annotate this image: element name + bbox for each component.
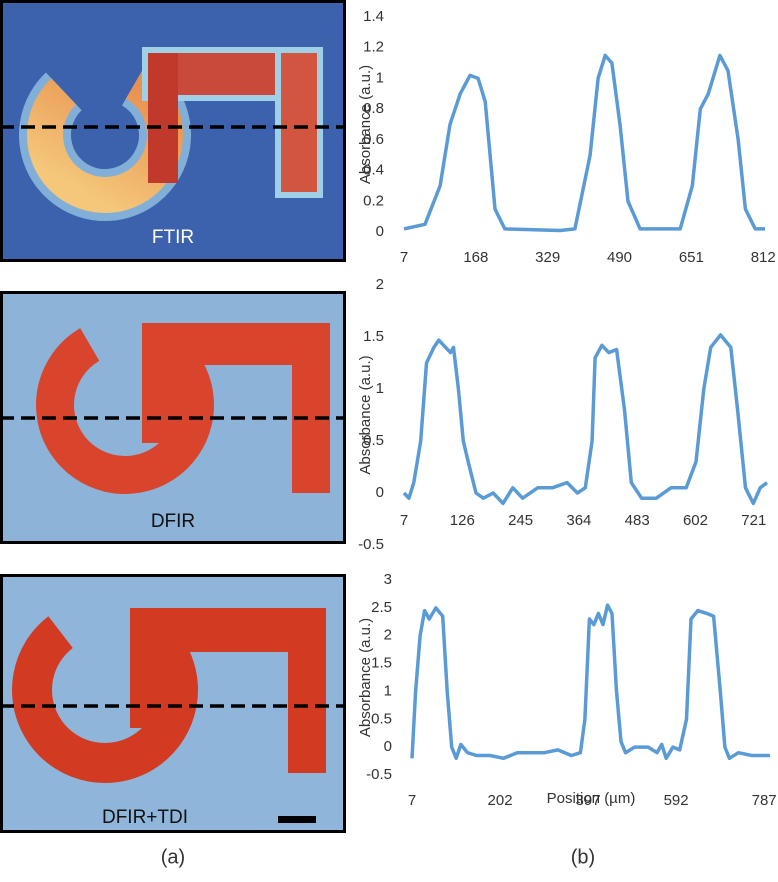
- y-tick-label: 1.4: [363, 8, 384, 25]
- y-tick-label: 0: [384, 738, 392, 755]
- y-tick-label: 0: [376, 223, 384, 240]
- figure-label: (b): [571, 846, 595, 868]
- y-tick-label: 0.4: [363, 162, 384, 179]
- y-tick-label: 0.6: [363, 131, 384, 148]
- dfir-image: DFIR: [0, 291, 346, 544]
- y-tick-label: 3: [384, 571, 392, 588]
- y-tick-label: 0.2: [363, 192, 384, 209]
- x-tick-label: 812: [751, 249, 776, 266]
- data-line: [402, 333, 769, 506]
- y-tick-label: 0.5: [371, 710, 392, 727]
- y-tick-label: 1: [384, 682, 392, 699]
- y-tick-label: 1.5: [363, 328, 384, 345]
- x-tick-label: 202: [488, 792, 513, 809]
- y-axis-title: Absorbance (a.u.): [357, 618, 374, 737]
- x-tick-label: 7: [400, 512, 408, 529]
- x-tick-label: 483: [625, 512, 650, 529]
- x-tick-label: 7: [408, 792, 416, 809]
- x-axis-title: Position (µm): [547, 790, 636, 807]
- x-tick-label: 126: [450, 512, 475, 529]
- x-tick-label: 787: [752, 792, 777, 809]
- y-axis-title: Absorbance (a.u.): [357, 355, 374, 474]
- figure-label: (a): [161, 846, 185, 868]
- x-tick-label: 490: [607, 249, 632, 266]
- y-tick-label: 0: [376, 484, 384, 501]
- panel-label: DFIR: [151, 511, 195, 532]
- x-tick-label: 592: [664, 792, 689, 809]
- y-tick-label: 1: [376, 69, 384, 86]
- x-tick-label: 168: [463, 249, 488, 266]
- x-tick-label: 721: [741, 512, 766, 529]
- y-tick-label: 2: [376, 276, 384, 293]
- y-tick-label: 2.5: [371, 599, 392, 616]
- x-tick-label: 651: [679, 249, 704, 266]
- x-tick-label: 397: [576, 792, 601, 809]
- dfir-tdi-image: DFIR+TDI: [0, 574, 346, 833]
- y-tick-label: 1: [376, 380, 384, 397]
- x-tick-label: 329: [535, 249, 560, 266]
- x-tick-label: 364: [566, 512, 591, 529]
- panel-label: DFIR+TDI: [102, 807, 188, 828]
- y-tick-label: 0.5: [363, 432, 384, 449]
- y-tick-label: -0.5: [358, 536, 384, 553]
- y-tick-label: 2: [384, 627, 392, 644]
- x-tick-label: 245: [508, 512, 533, 529]
- y-tick-label: 0.8: [363, 100, 384, 117]
- y-tick-label: 1.2: [363, 39, 384, 56]
- x-tick-label: 602: [683, 512, 708, 529]
- data-line: [403, 53, 765, 233]
- y-tick-label: -0.5: [366, 766, 392, 783]
- x-tick-label: 7: [400, 249, 408, 266]
- panel-label: FTIR: [152, 227, 194, 248]
- data-line: [410, 603, 770, 761]
- y-axis-title: Absorbance (a.u.): [357, 65, 374, 184]
- ftir-image: FTIR: [0, 0, 346, 262]
- y-tick-label: 1.5: [371, 655, 392, 672]
